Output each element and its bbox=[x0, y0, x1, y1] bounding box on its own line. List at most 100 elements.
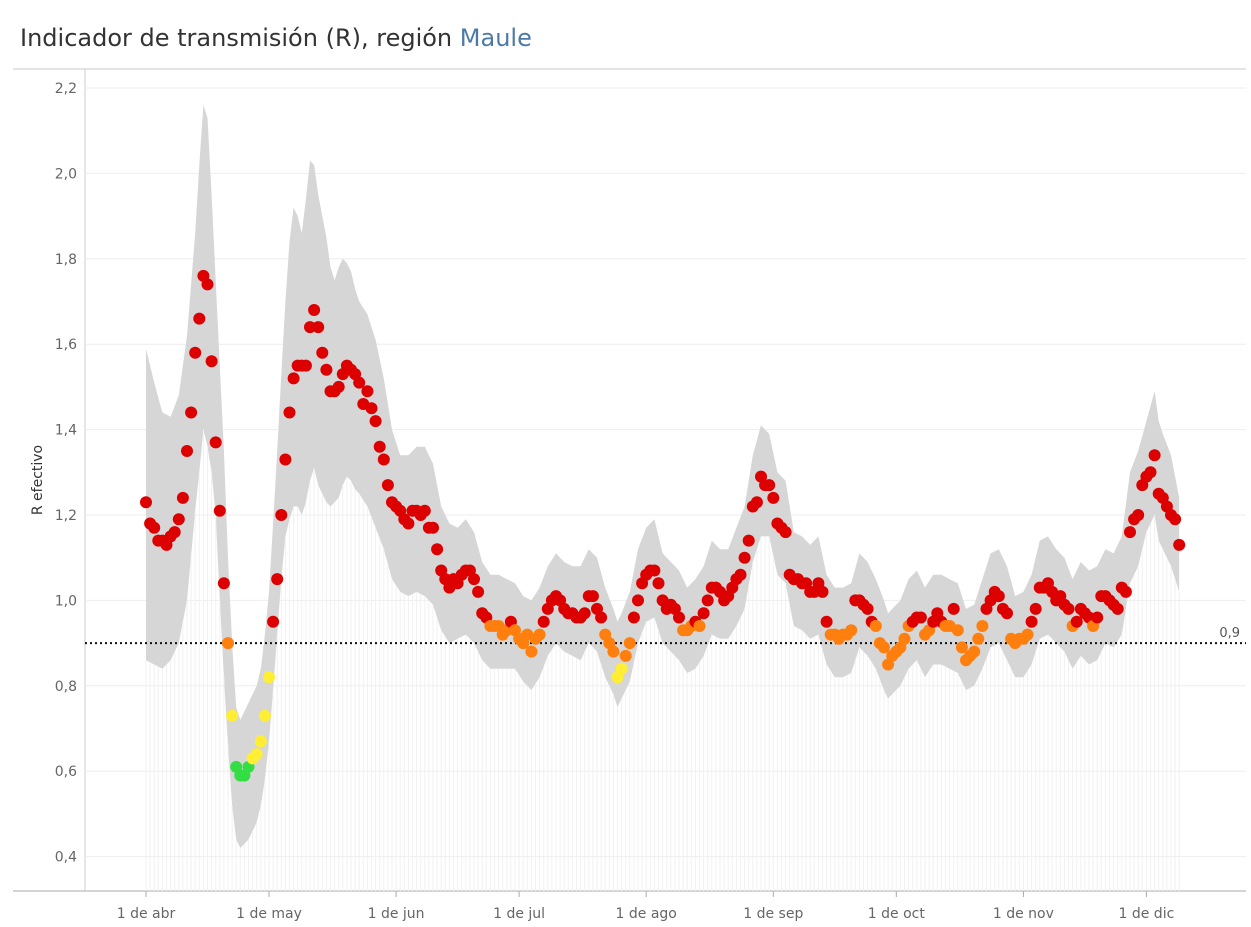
x-tick-label: 1 de nov bbox=[993, 906, 1054, 922]
data-point bbox=[869, 620, 882, 632]
data-point bbox=[213, 504, 226, 517]
data-point bbox=[632, 594, 644, 607]
data-point bbox=[308, 304, 321, 316]
data-point bbox=[172, 513, 185, 526]
data-point bbox=[283, 406, 296, 419]
data-point bbox=[615, 662, 628, 675]
confidence-band-area bbox=[146, 105, 1180, 849]
data-point bbox=[373, 440, 386, 453]
data-point bbox=[537, 615, 550, 628]
data-point bbox=[1111, 602, 1124, 615]
data-point bbox=[332, 380, 345, 393]
data-point bbox=[701, 594, 714, 607]
y-tick-label: 1,8 bbox=[55, 252, 77, 268]
data-point bbox=[250, 748, 263, 761]
data-point bbox=[525, 645, 538, 658]
data-point bbox=[750, 496, 763, 509]
data-point bbox=[619, 649, 632, 662]
y-tick-label: 0,6 bbox=[55, 764, 77, 780]
data-point bbox=[279, 453, 292, 466]
data-point bbox=[468, 573, 480, 586]
data-point bbox=[369, 415, 382, 428]
reference-line-label: 0,9 bbox=[1219, 626, 1240, 641]
data-point bbox=[472, 585, 485, 598]
data-point bbox=[140, 496, 152, 509]
x-tick-label: 1 de may bbox=[236, 906, 302, 922]
data-point bbox=[845, 624, 858, 637]
x-tick-label: 1 de jun bbox=[368, 906, 425, 922]
y-tick-label: 1,4 bbox=[55, 423, 77, 439]
data-point bbox=[148, 521, 161, 534]
y-tick-label: 1,2 bbox=[55, 508, 77, 524]
data-point bbox=[820, 615, 833, 628]
chart-title-region: Maule bbox=[459, 24, 532, 52]
data-point bbox=[254, 735, 267, 748]
data-point bbox=[1124, 526, 1136, 539]
data-point bbox=[1021, 628, 1034, 641]
data-point bbox=[304, 321, 316, 334]
data-point bbox=[1001, 607, 1013, 620]
data-point bbox=[287, 372, 300, 385]
data-point bbox=[217, 577, 230, 590]
data-point bbox=[205, 355, 218, 368]
data-point bbox=[652, 577, 665, 590]
data-point bbox=[1070, 615, 1083, 628]
data-point bbox=[898, 632, 911, 645]
data-point bbox=[742, 534, 755, 547]
y-axis-title: R efectivo bbox=[30, 445, 46, 515]
data-point bbox=[365, 402, 378, 415]
data-point bbox=[263, 671, 275, 684]
data-point bbox=[361, 385, 374, 398]
y-tick-label: 0,8 bbox=[55, 679, 77, 695]
data-point bbox=[673, 611, 685, 624]
reference-line-group: 0,9 bbox=[85, 626, 1246, 645]
data-point bbox=[533, 628, 546, 641]
data-point bbox=[955, 641, 968, 654]
data-point bbox=[1091, 611, 1104, 624]
data-point bbox=[1062, 602, 1075, 615]
data-point bbox=[1173, 538, 1186, 551]
data-point bbox=[861, 602, 874, 615]
data-point bbox=[299, 359, 312, 372]
data-point bbox=[189, 346, 202, 359]
data-point bbox=[627, 611, 640, 624]
x-tick-label: 1 de dic bbox=[1119, 906, 1175, 922]
data-point bbox=[763, 479, 776, 492]
data-point bbox=[586, 590, 599, 603]
data-point bbox=[267, 615, 280, 628]
data-point bbox=[595, 611, 608, 624]
data-point bbox=[1025, 615, 1038, 628]
y-tick-label: 0,4 bbox=[55, 850, 77, 866]
data-point bbox=[181, 445, 193, 457]
data-point bbox=[734, 568, 747, 581]
y-tick-label: 2,0 bbox=[55, 166, 77, 182]
data-point bbox=[697, 607, 710, 620]
data-point bbox=[431, 543, 444, 556]
data-point bbox=[972, 632, 985, 645]
data-point bbox=[1029, 602, 1042, 615]
data-point bbox=[738, 551, 751, 564]
data-point bbox=[353, 376, 366, 389]
data-point bbox=[168, 526, 181, 539]
chart-title-prefix: Indicador de transmisión (R), región bbox=[20, 24, 460, 52]
y-tick-label: 1,6 bbox=[55, 337, 77, 353]
data-point bbox=[209, 436, 222, 449]
data-point bbox=[402, 517, 415, 530]
data-point bbox=[693, 620, 706, 632]
data-point bbox=[951, 624, 964, 637]
data-point bbox=[947, 602, 960, 615]
x-tick-labels: 1 de abr 1 de may 1 de jun 1 de jul 1 de ago… bbox=[117, 891, 1175, 922]
data-point bbox=[176, 491, 189, 504]
data-point bbox=[222, 637, 234, 650]
x-tick-label: 1 de sep bbox=[743, 906, 803, 922]
confidence-band bbox=[145, 105, 1180, 891]
data-point bbox=[275, 509, 288, 521]
data-point bbox=[320, 363, 333, 376]
data-point bbox=[578, 607, 591, 620]
data-point bbox=[258, 709, 271, 722]
data-point bbox=[201, 278, 214, 291]
data-point bbox=[427, 521, 439, 534]
x-tick-label: 1 de ago bbox=[616, 906, 677, 922]
data-point bbox=[193, 312, 206, 325]
